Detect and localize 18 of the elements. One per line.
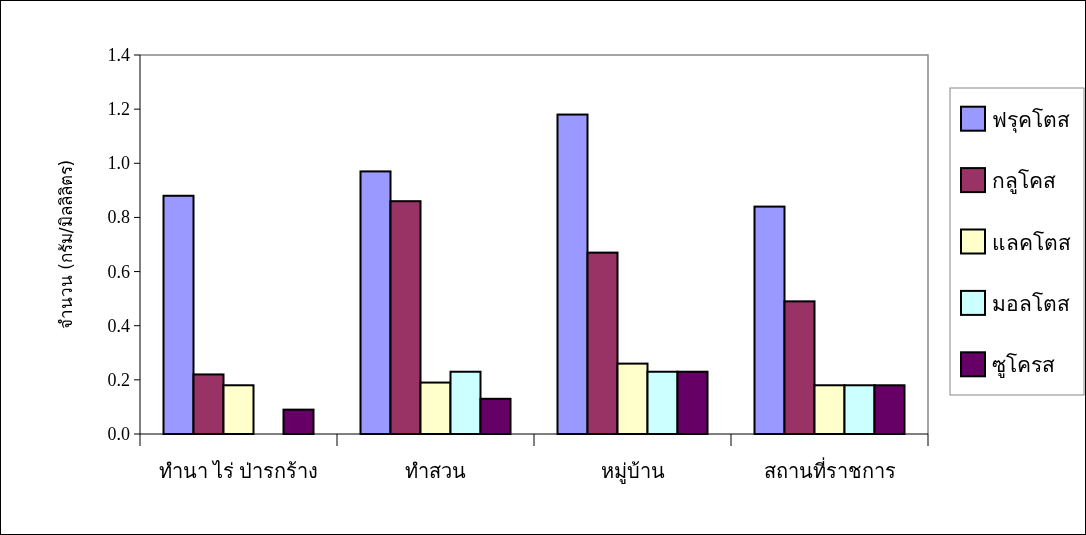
y-tick-label: 0.2 xyxy=(107,369,130,390)
legend-label: ฟรุคโตส xyxy=(992,107,1070,133)
y-tick-label: 0.8 xyxy=(107,207,130,228)
y-tick-label: 1.2 xyxy=(107,99,130,120)
x-tick-label: ทำนา ไร่ ป่ารกร้าง xyxy=(159,460,318,482)
legend-label: กลูโคส xyxy=(992,169,1056,195)
y-tick-label: 1.0 xyxy=(107,153,130,174)
legend-label: แลคโตส xyxy=(992,230,1071,255)
y-tick-label: 0.4 xyxy=(107,315,130,336)
x-tick-label: สถานที่ราชการ xyxy=(763,457,896,482)
y-tick-label: 0.0 xyxy=(107,424,130,444)
y-tick-label: 0.6 xyxy=(107,261,130,282)
y-tick-label: 1.4 xyxy=(107,45,130,65)
x-tick-label: ทำสวน xyxy=(405,460,466,482)
legend-label: มอลโตส xyxy=(992,291,1070,316)
legend-label: ซูโครส xyxy=(992,353,1055,379)
y-axis-title: จำนวน (กรัม/มิลลิลิตร) xyxy=(56,159,76,330)
x-tick-label: หมู่บ้าน xyxy=(600,460,665,484)
